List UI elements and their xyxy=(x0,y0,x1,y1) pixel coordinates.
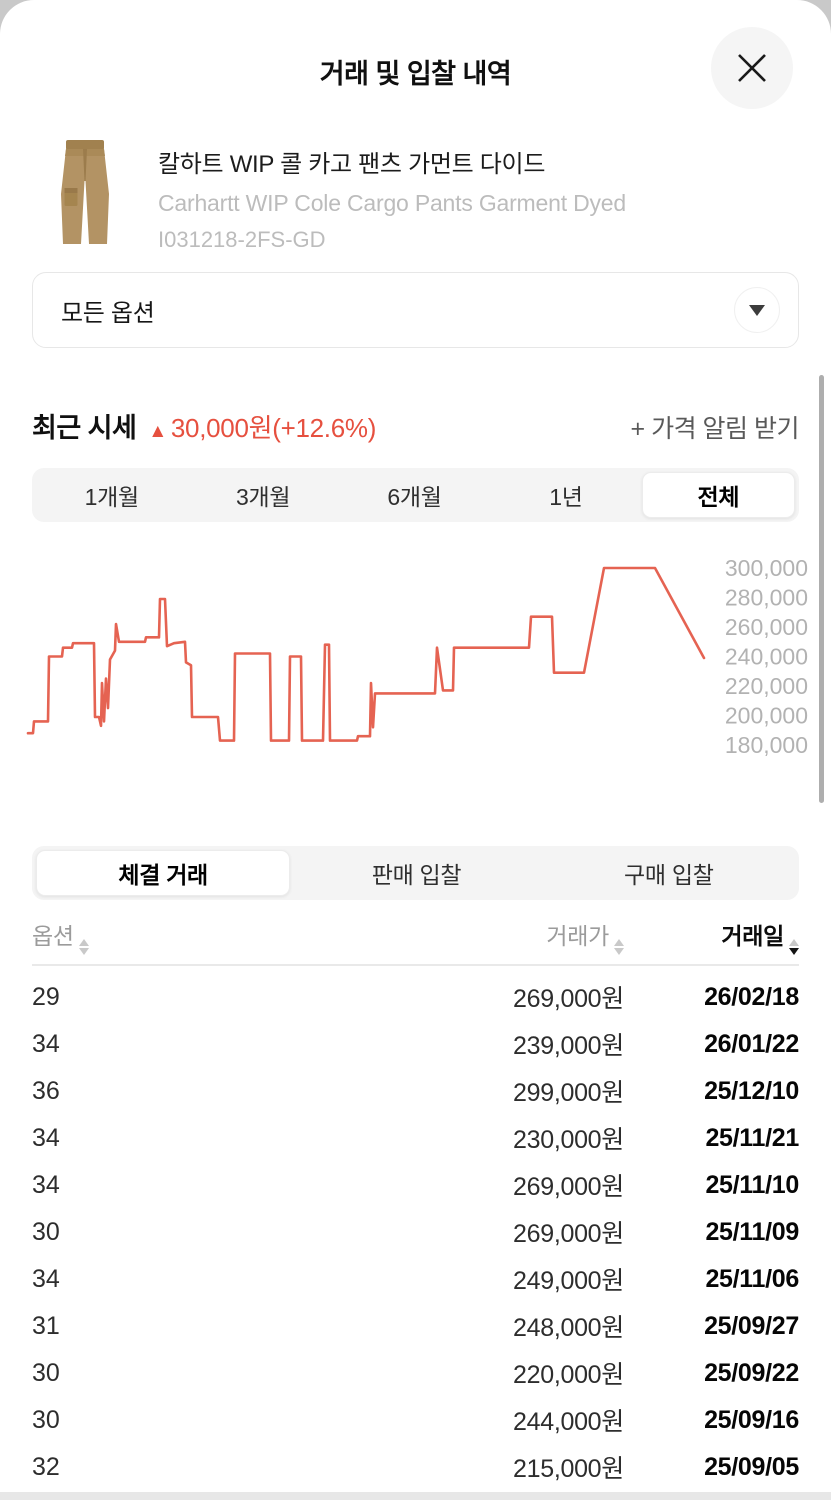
option-cell: 32 xyxy=(32,1452,60,1481)
date-cell: 25/11/09 xyxy=(705,1217,799,1246)
option-filter-dropdown[interactable]: 모든 옵션 xyxy=(32,272,799,348)
sort-icon xyxy=(78,939,89,955)
dropdown-circle[interactable] xyxy=(734,287,780,333)
table-header: 옵션 거래가 거래일 xyxy=(32,912,799,960)
table-row: 29 269,000원 26/02/18 xyxy=(32,974,799,1021)
price-change: ▲ 30,000원(+12.6%) xyxy=(148,408,376,445)
header-divider xyxy=(32,964,799,966)
product-sku: I031218-2FS-GD xyxy=(158,227,326,252)
option-cell: 34 xyxy=(32,1170,60,1199)
option-cell: 34 xyxy=(32,1123,60,1152)
scrollbar[interactable] xyxy=(819,375,824,803)
sort-icon xyxy=(789,939,799,955)
product-title-en: Carhartt WIP Cole Cargo Pants Garment Dy… xyxy=(158,190,626,216)
product-summary: 칼하트 WIP 콜 카고 팬츠 가먼트 다이드 Carhartt WIP Col… xyxy=(52,136,626,253)
market-price-label: 최근 시세 xyxy=(32,413,137,443)
date-cell: 25/11/06 xyxy=(705,1264,799,1293)
price-cell: 244,000원 xyxy=(513,1408,624,1436)
price-cell: 249,000원 xyxy=(513,1267,624,1295)
price-line-series xyxy=(26,566,706,742)
y-axis-label: 240,000 xyxy=(725,644,808,670)
option-cell: 29 xyxy=(32,982,60,1011)
history-tabs: 체결 거래 판매 입찰 구매 입찰 xyxy=(32,846,799,900)
column-label: 거래일 xyxy=(721,923,784,949)
product-text: 칼하트 WIP 콜 카고 팬츠 가먼트 다이드 Carhartt WIP Col… xyxy=(158,136,626,253)
table-row: 34 239,000원 26/01/22 xyxy=(32,1021,799,1068)
price-cell: 248,000원 xyxy=(513,1314,624,1342)
column-label: 거래가 xyxy=(546,923,609,949)
date-cell: 25/09/16 xyxy=(704,1405,799,1434)
option-filter-value: 모든 옵션 xyxy=(61,299,155,327)
option-cell: 36 xyxy=(32,1076,60,1105)
y-axis-label: 200,000 xyxy=(725,703,808,729)
price-change-text: 30,000원(+12.6%) xyxy=(170,413,377,443)
option-cell: 34 xyxy=(32,1029,60,1058)
price-cell: 220,000원 xyxy=(513,1361,624,1389)
option-cell: 34 xyxy=(32,1264,60,1293)
page-title: 거래 및 입찰 내역 xyxy=(319,59,512,89)
range-tab-2[interactable]: 6개월 xyxy=(387,484,442,510)
price-chart: 300,000 280,000 260,000 240,000 220,000 200,0… xyxy=(20,548,812,800)
option-cell: 30 xyxy=(32,1358,60,1387)
table-row: 30 269,000원 25/11/09 xyxy=(32,1209,799,1256)
option-cell: 30 xyxy=(32,1405,60,1434)
date-cell: 26/02/18 xyxy=(704,982,799,1011)
history-tab-0[interactable]: 체결 거래 xyxy=(36,850,291,896)
market-price-row: 최근 시세 ▲ 30,000원(+12.6%) + 가격 알림 받기 xyxy=(32,406,800,445)
y-axis-label: 220,000 xyxy=(725,673,808,699)
date-cell: 25/09/05 xyxy=(704,1452,799,1481)
transactions-table: 옵션 거래가 거래일 29 269,000원 26/02/18 34 239,000원 26/… xyxy=(32,912,799,1491)
date-cell: 25/09/27 xyxy=(704,1311,799,1340)
sort-icon xyxy=(614,939,624,955)
column-header-0[interactable]: 옵션 xyxy=(32,917,324,955)
close-button[interactable] xyxy=(711,27,793,109)
up-triangle-icon: ▲ xyxy=(148,421,167,442)
y-axis-label: 300,000 xyxy=(725,555,808,581)
table-row: 30 220,000원 25/09/22 xyxy=(32,1350,799,1397)
range-tab-0[interactable]: 1개월 xyxy=(84,484,140,510)
price-cell: 269,000원 xyxy=(513,985,624,1013)
range-tabs: 1개월 3개월 6개월 1년 전체 xyxy=(32,468,799,522)
cargo-pants-image xyxy=(61,140,109,244)
column-header-2[interactable]: 거래일 xyxy=(624,917,799,955)
column-header-1[interactable]: 거래가 xyxy=(324,917,624,955)
date-cell: 25/09/22 xyxy=(704,1358,799,1387)
price-cell: 239,000원 xyxy=(513,1032,624,1060)
y-axis-label: 180,000 xyxy=(725,732,808,758)
y-axis-label: 260,000 xyxy=(725,614,808,640)
y-axis-label: 280,000 xyxy=(725,585,808,611)
date-cell: 26/01/22 xyxy=(704,1029,799,1058)
table-row: 34 269,000원 25/11/10 xyxy=(32,1162,799,1209)
bottom-sheet-edge xyxy=(0,1492,831,1500)
table-row: 34 249,000원 25/11/06 xyxy=(32,1256,799,1303)
price-alert-button[interactable]: + 가격 알림 받기 xyxy=(631,409,800,445)
history-tab-1[interactable]: 판매 입찰 xyxy=(371,862,462,888)
price-chart-svg: 300,000 280,000 260,000 240,000 220,000 200,0… xyxy=(26,555,808,758)
price-cell: 230,000원 xyxy=(513,1126,624,1154)
product-image xyxy=(52,136,118,248)
table-row: 30 244,000원 25/09/16 xyxy=(32,1397,799,1444)
range-tab-3[interactable]: 1년 xyxy=(549,484,583,510)
price-cell: 269,000원 xyxy=(513,1173,624,1201)
table-row: 34 230,000원 25/11/21 xyxy=(32,1115,799,1162)
price-cell: 299,000원 xyxy=(513,1079,624,1107)
table-row: 36 299,000원 25/12/10 xyxy=(32,1068,799,1115)
chevron-down-icon xyxy=(749,304,765,316)
column-label: 옵션 xyxy=(32,923,74,949)
table-body: 29 269,000원 26/02/18 34 239,000원 26/01/22 36 29… xyxy=(32,974,799,1491)
product-title-ko: 칼하트 WIP 콜 카고 팬츠 가먼트 다이드 xyxy=(158,151,546,178)
table-row: 31 248,000원 25/09/27 xyxy=(32,1303,799,1350)
option-cell: 30 xyxy=(32,1217,60,1246)
range-tab-1[interactable]: 3개월 xyxy=(236,484,291,510)
history-tab-2[interactable]: 구매 입찰 xyxy=(624,862,714,888)
option-cell: 31 xyxy=(32,1311,60,1340)
table-row: 32 215,000원 25/09/05 xyxy=(32,1444,799,1491)
date-cell: 25/12/10 xyxy=(704,1076,799,1105)
date-cell: 25/11/21 xyxy=(705,1123,799,1152)
price-cell: 269,000원 xyxy=(513,1220,624,1248)
price-cell: 215,000원 xyxy=(513,1455,624,1483)
range-tab-4[interactable]: 전체 xyxy=(641,472,796,518)
date-cell: 25/11/10 xyxy=(705,1170,799,1199)
